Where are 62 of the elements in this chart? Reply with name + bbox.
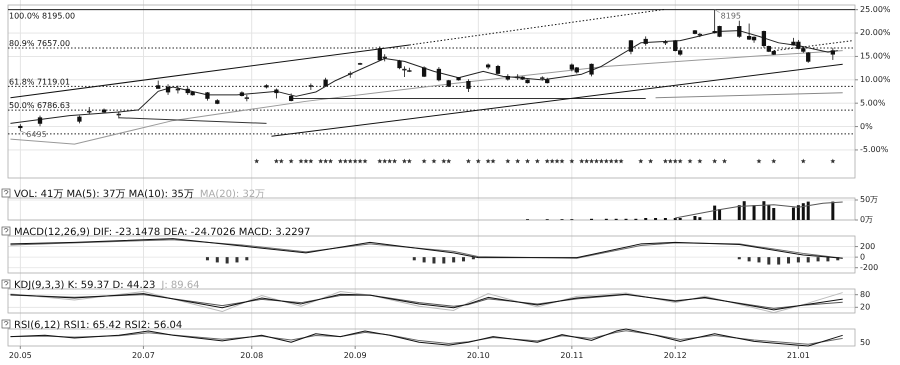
bar <box>713 206 716 220</box>
annotation: 8195 <box>720 12 742 21</box>
ref-line-label: 80.9% 7657.00 <box>9 39 70 48</box>
candlestick <box>397 60 402 70</box>
chart-title: MACD(12,26,9) DIF: -23.1478 DEA: -24.7026 MACD: 3.2297 <box>14 227 310 238</box>
ref-line-label: 50.0% 6786.63 <box>9 101 70 110</box>
candlestick <box>644 36 648 46</box>
y-tick-label: 80 <box>860 290 870 299</box>
x-tick-label: 21.01 <box>786 351 810 360</box>
chart-title: VOL: 41万 MA(5): 37万 MA(10): 35万 <box>14 189 194 200</box>
candlestick <box>274 88 279 99</box>
y2-tick-label: 10.00% <box>860 75 891 84</box>
ref-line-label: 61.8% 7119.01 <box>9 77 70 86</box>
y-tick-label: -200 <box>860 262 878 272</box>
x-tick-label: 20.11 <box>560 351 584 360</box>
candlestick <box>466 78 471 92</box>
bar <box>718 209 722 220</box>
chart-subtitle: J: 89.64 <box>160 280 200 291</box>
line-series <box>674 202 844 218</box>
y2-tick-label: 0% <box>860 122 874 131</box>
bar <box>792 208 795 220</box>
bar <box>796 205 800 220</box>
candlestick <box>589 63 594 77</box>
candlestick <box>762 30 766 48</box>
bar <box>693 216 696 220</box>
x-tick-label: 20.07 <box>132 351 155 360</box>
ref-line-label: 100.0% 8195.00 <box>9 12 76 21</box>
candlestick <box>830 47 835 60</box>
x-tick-label: 20.08 <box>240 351 264 360</box>
candlestick <box>308 83 313 90</box>
bar <box>762 201 766 220</box>
annotation: 6495 <box>26 130 47 139</box>
y2-tick-label: 25.00% <box>860 4 891 14</box>
y-tick-label: 200 <box>860 242 876 251</box>
x-tick-label: 20.10 <box>466 351 490 360</box>
candlestick <box>166 84 170 96</box>
x-tick-label: 20.12 <box>664 351 687 360</box>
chart-title: KDJ(9,3,3) K: 59.37 D: 44.23 <box>14 280 156 291</box>
y2-tick-label: 15.00% <box>860 52 891 61</box>
x-tick-label: 20.05 <box>8 351 32 360</box>
bar <box>831 202 834 220</box>
bar <box>752 205 756 220</box>
candlestick <box>737 20 742 38</box>
y-tick-label: 20 <box>860 302 870 312</box>
chart-title: RSI(6,12) RSI1: 65.42 RSI2: 56.04 <box>14 320 182 331</box>
candlestick <box>422 66 426 78</box>
y-tick-label: 0万 <box>860 215 874 224</box>
y2-tick-label: 5.00% <box>860 98 886 108</box>
candlestick <box>38 115 42 127</box>
x-tick-label: 20.09 <box>344 351 367 360</box>
candlestick <box>806 52 810 64</box>
text: 50 <box>860 338 870 348</box>
candlestick <box>628 40 634 55</box>
chart-subtitle: MA(20): 32万 <box>200 189 266 200</box>
y2-tick-label: 20.00% <box>860 28 891 38</box>
y-tick-label: 0 <box>860 252 866 262</box>
candlestick <box>176 85 180 94</box>
candlestick <box>436 66 442 82</box>
y-tick-label: 50万 <box>860 195 878 204</box>
y2-tick-label: -5.00% <box>860 145 889 154</box>
bar <box>698 217 702 220</box>
candlestick <box>402 66 407 78</box>
